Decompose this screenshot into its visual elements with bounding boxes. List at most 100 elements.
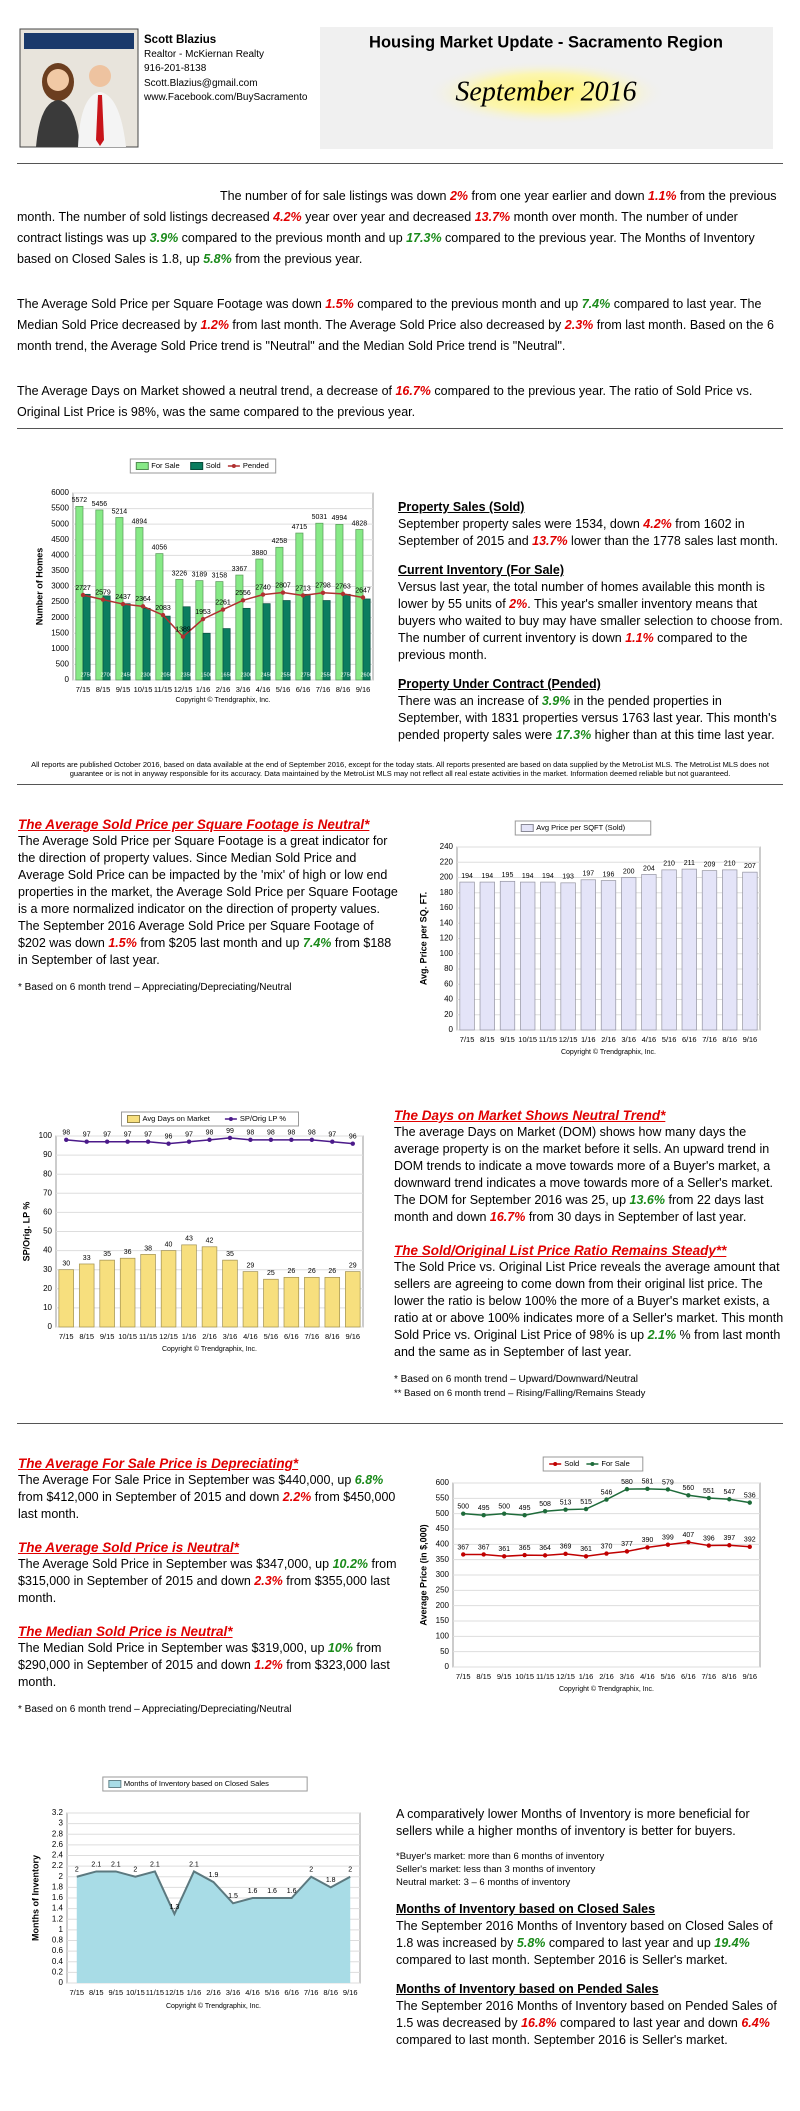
agent-web: www.Facebook.com/BuySacramento <box>144 92 308 103</box>
legend-label: For Sale <box>151 461 179 470</box>
chart-credit: Copyright © Trendgraphix, Inc. <box>561 1048 656 1056</box>
text-run: compared to last year and up <box>545 1936 715 1950</box>
data-label: 2083 <box>155 605 171 612</box>
point <box>125 1139 130 1144</box>
x-tick-label: 9/16 <box>743 1035 758 1044</box>
y-tick-label: 350 <box>436 1555 450 1564</box>
x-tick-label: 8/16 <box>325 1332 340 1341</box>
x-tick-label: 3/16 <box>223 1332 238 1341</box>
data-label: 2579 <box>95 589 111 596</box>
point <box>186 1139 192 1144</box>
x-tick-label: 12/15 <box>556 1672 575 1681</box>
bar <box>142 607 151 681</box>
sqft-commentary: The Average Sold Price per Square Footag… <box>18 816 400 995</box>
y-tick-label: 160 <box>440 903 454 912</box>
y-tick-label: 80 <box>444 964 453 973</box>
point <box>340 591 346 597</box>
legend-label: Sold <box>206 461 221 470</box>
bar <box>262 603 271 681</box>
text-run: The Average Sold Price per Square Footag… <box>17 297 326 311</box>
point <box>350 1141 355 1146</box>
x-tick-label: 2/16 <box>202 1332 217 1341</box>
x-tick-label: 11/15 <box>536 1672 554 1681</box>
text-run: from $290,000 in September of 2015 and d… <box>18 1641 382 1672</box>
highlight: 4.2% <box>643 517 672 531</box>
x-tick-label: 1/16 <box>579 1672 594 1681</box>
bar <box>701 870 718 1031</box>
text-run: compared to the previous month. <box>398 631 748 662</box>
text-run: from the previous year. <box>231 252 363 266</box>
point <box>140 604 146 609</box>
highlight: 2.1% <box>647 1328 677 1342</box>
data-label: 210 <box>724 861 736 868</box>
x-tick-label: 3/16 <box>621 1035 636 1044</box>
data-label: 196 <box>603 871 615 878</box>
data-label: 560 <box>683 1485 695 1492</box>
data-label: 4258 <box>272 538 288 545</box>
highlight: 1.2% <box>200 318 229 332</box>
data-label: 1.9 <box>209 1872 219 1879</box>
point <box>583 1554 589 1559</box>
y-tick-label: 50 <box>440 1647 449 1656</box>
highlight: 2.3% <box>564 318 594 332</box>
data-label: 1389 <box>175 627 191 634</box>
bar <box>304 1276 320 1328</box>
point <box>501 1554 507 1559</box>
data-label: 1.6 <box>287 1888 297 1895</box>
bar <box>135 527 144 681</box>
paragraph: The September 2016 Months of Inventory b… <box>396 1918 786 1969</box>
x-tick-label: 2/16 <box>601 1035 616 1044</box>
y-tick-label: 240 <box>440 842 454 851</box>
bar <box>499 880 516 1031</box>
legend-swatch <box>108 1780 122 1788</box>
y-tick-label: 2.6 <box>52 1840 64 1849</box>
data-label: 3158 <box>212 572 228 579</box>
data-label: 2550 <box>280 672 292 678</box>
x-tick-label: 1/16 <box>196 685 211 694</box>
data-label: 2450 <box>260 672 272 678</box>
y-tick-label: 120 <box>440 934 454 943</box>
x-tick-label: 5/16 <box>276 685 291 694</box>
bar <box>95 509 104 681</box>
bar <box>681 868 697 1031</box>
data-label: 29 <box>349 1262 357 1269</box>
data-label: 98 <box>267 1130 275 1137</box>
bar <box>345 1271 361 1328</box>
data-label: 515 <box>580 1499 592 1506</box>
x-tick-label: 8/16 <box>722 1672 737 1681</box>
highlight: 2.2% <box>282 1490 312 1504</box>
data-label: 35 <box>226 1251 234 1258</box>
data-label: 390 <box>642 1537 654 1544</box>
x-tick-label: 10/15 <box>518 1035 537 1044</box>
data-label: 396 <box>703 1535 715 1542</box>
y-axis-label: SP/Orig. LP % <box>21 1202 31 1262</box>
highlight: 13.7% <box>474 210 511 224</box>
bar <box>295 532 304 681</box>
y-tick-label: 80 <box>43 1169 52 1178</box>
x-tick-label: 11/15 <box>146 1988 164 1997</box>
data-label: 210 <box>663 861 675 868</box>
y-tick-label: 0.6 <box>52 1946 64 1955</box>
x-tick-label: 1/16 <box>581 1035 596 1044</box>
y-tick-label: 4500 <box>51 535 69 544</box>
paragraph: The number of for sale listings was down… <box>17 186 781 270</box>
data-label: 367 <box>457 1544 469 1551</box>
highlight: 2% <box>509 597 528 611</box>
text-run: from $450,000 last month. <box>18 1490 396 1521</box>
data-label: 2600 <box>360 672 372 678</box>
data-label: 29 <box>247 1262 255 1269</box>
point <box>166 1141 171 1146</box>
x-tick-label: 6/16 <box>681 1672 696 1681</box>
y-tick-label: 70 <box>43 1188 52 1197</box>
x-tick-label: 10/15 <box>515 1672 534 1681</box>
bar <box>140 1254 156 1328</box>
x-tick-label: 5/16 <box>265 1988 280 1997</box>
highlight: 2.3% <box>254 1574 283 1588</box>
y-tick-label: 140 <box>440 918 454 927</box>
y-tick-label: 20 <box>43 1284 52 1293</box>
divider <box>17 163 783 164</box>
agent-phone: 916-201-8138 <box>144 63 207 74</box>
bar <box>242 607 251 681</box>
text-run: from $412,000 in September of 2015 and d… <box>18 1490 283 1504</box>
x-tick-label: 8/15 <box>476 1672 491 1681</box>
